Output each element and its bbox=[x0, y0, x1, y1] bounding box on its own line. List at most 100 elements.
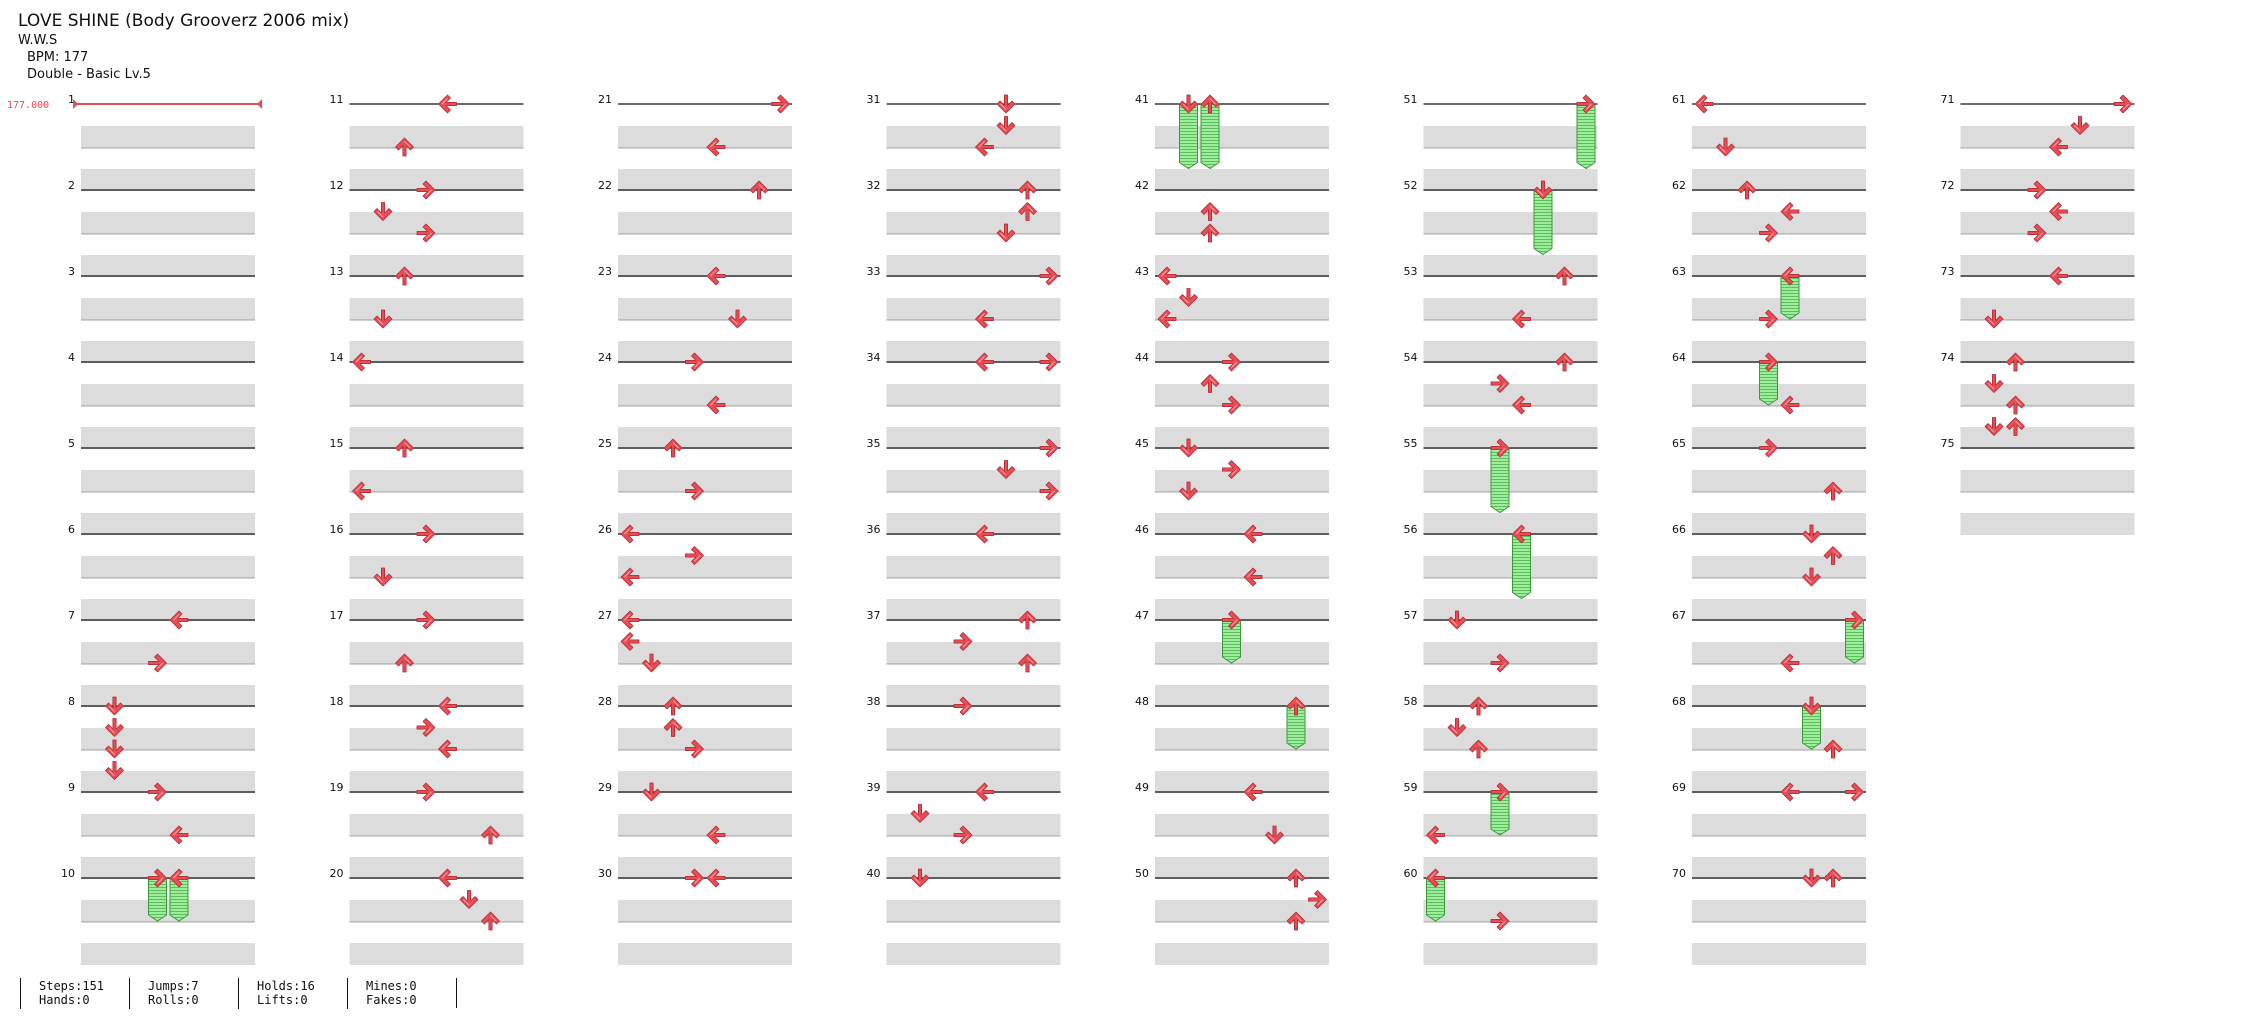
up-arrow bbox=[2006, 417, 2025, 436]
measure-number: 25 bbox=[598, 437, 612, 450]
beat-band bbox=[886, 255, 1061, 277]
beat-band bbox=[1692, 212, 1866, 234]
measure-33: 33 bbox=[867, 265, 1061, 363]
right-arrow bbox=[1039, 481, 1059, 501]
measure-number: 60 bbox=[1404, 867, 1418, 880]
beat-band bbox=[1692, 943, 1866, 965]
left-arrow bbox=[2049, 202, 2068, 221]
down-arrow bbox=[996, 460, 1016, 479]
measure-6: 6 bbox=[68, 523, 255, 621]
up-arrow bbox=[1200, 374, 1220, 393]
lifts-count: Lifts:0 bbox=[257, 993, 308, 1007]
measure-51: 51 bbox=[1404, 93, 1598, 191]
beat-band bbox=[349, 728, 524, 750]
beat-band bbox=[1423, 814, 1598, 836]
right-arrow bbox=[1222, 460, 1241, 479]
beat-band bbox=[1960, 126, 2135, 148]
up-arrow bbox=[395, 438, 414, 458]
beat-band bbox=[81, 298, 255, 320]
left-arrow bbox=[1512, 309, 1531, 329]
measure-number: 8 bbox=[68, 695, 75, 708]
beat-band bbox=[1155, 857, 1329, 879]
beat-band bbox=[886, 728, 1061, 750]
beat-band bbox=[1155, 169, 1329, 191]
measure-75: 75 bbox=[1941, 437, 2135, 535]
beat-band bbox=[1960, 470, 2135, 492]
song-title: LOVE SHINE (Body Grooverz 2006 mix) bbox=[18, 11, 350, 31]
beat-band bbox=[1155, 556, 1329, 578]
beat-band bbox=[886, 470, 1061, 492]
beat-band bbox=[618, 169, 792, 191]
beat-band bbox=[1692, 599, 1866, 621]
right-arrow bbox=[148, 868, 167, 888]
beat-band bbox=[618, 900, 792, 922]
measure-number: 14 bbox=[330, 351, 344, 364]
beat-band bbox=[349, 685, 524, 707]
beat-band bbox=[1960, 255, 2135, 277]
measure-number: 48 bbox=[1135, 695, 1149, 708]
beat-band bbox=[81, 943, 255, 965]
measure-54: 54 bbox=[1404, 351, 1598, 449]
measure-45: 45 bbox=[1135, 437, 1329, 535]
hold-note bbox=[1490, 447, 1510, 514]
beat-band bbox=[618, 685, 792, 707]
measure-number: 49 bbox=[1135, 781, 1149, 794]
left-arrow bbox=[1157, 266, 1177, 286]
measure-number: 53 bbox=[1404, 265, 1418, 278]
beat-band bbox=[1692, 384, 1866, 406]
beat-band bbox=[81, 814, 255, 836]
left-arrow bbox=[169, 825, 189, 845]
measure-number: 6 bbox=[68, 523, 75, 536]
beat-band bbox=[1692, 341, 1866, 363]
beat-band bbox=[886, 599, 1061, 621]
down-arrow bbox=[1716, 137, 1735, 157]
beat-band bbox=[886, 427, 1061, 449]
beat-band bbox=[618, 556, 792, 578]
hold-note bbox=[1533, 189, 1553, 256]
down-arrow bbox=[105, 761, 124, 780]
up-arrow bbox=[1018, 610, 1037, 630]
measure-number: 9 bbox=[68, 781, 75, 794]
beat-band bbox=[1155, 384, 1329, 406]
measure-number: 13 bbox=[330, 265, 344, 278]
measure-38: 38 bbox=[867, 695, 1061, 793]
left-arrow bbox=[620, 610, 640, 630]
measure-number: 26 bbox=[598, 523, 612, 536]
left-arrow bbox=[1157, 309, 1177, 329]
right-arrow bbox=[1490, 911, 1510, 931]
measure-8: 8 bbox=[68, 695, 255, 793]
measure-43: 43 bbox=[1135, 265, 1329, 363]
down-arrow bbox=[1802, 524, 1821, 544]
measure-number: 70 bbox=[1672, 867, 1686, 880]
measure-number: 68 bbox=[1672, 695, 1686, 708]
right-arrow bbox=[685, 481, 704, 501]
beat-band bbox=[1423, 943, 1598, 965]
beat-band bbox=[618, 384, 792, 406]
up-arrow bbox=[1286, 696, 1306, 716]
left-arrow bbox=[975, 309, 994, 329]
beat-band bbox=[618, 857, 792, 879]
bpm-label: BPM: 177 bbox=[27, 50, 89, 65]
measure-number: 65 bbox=[1672, 437, 1686, 450]
measure-number: 37 bbox=[867, 609, 881, 622]
beat-band bbox=[1423, 384, 1598, 406]
measure-number: 67 bbox=[1672, 609, 1686, 622]
beat-band bbox=[1692, 298, 1866, 320]
measure-number: 31 bbox=[867, 93, 881, 106]
beat-band bbox=[618, 513, 792, 535]
measure-39: 39 bbox=[867, 781, 1061, 879]
beat-band bbox=[81, 771, 255, 793]
measure-69: 69 bbox=[1672, 781, 1866, 879]
beat-band bbox=[886, 341, 1061, 363]
measure-number: 30 bbox=[598, 867, 612, 880]
beat-band bbox=[349, 169, 524, 191]
beat-band bbox=[81, 556, 255, 578]
beat-band bbox=[1692, 513, 1866, 535]
beat-band bbox=[1960, 298, 2135, 320]
right-arrow bbox=[953, 632, 973, 651]
beat-band bbox=[349, 556, 524, 578]
measure-30: 30 bbox=[598, 867, 792, 965]
beat-band bbox=[81, 642, 255, 664]
beat-band bbox=[1423, 513, 1598, 535]
beat-band bbox=[1692, 255, 1866, 277]
